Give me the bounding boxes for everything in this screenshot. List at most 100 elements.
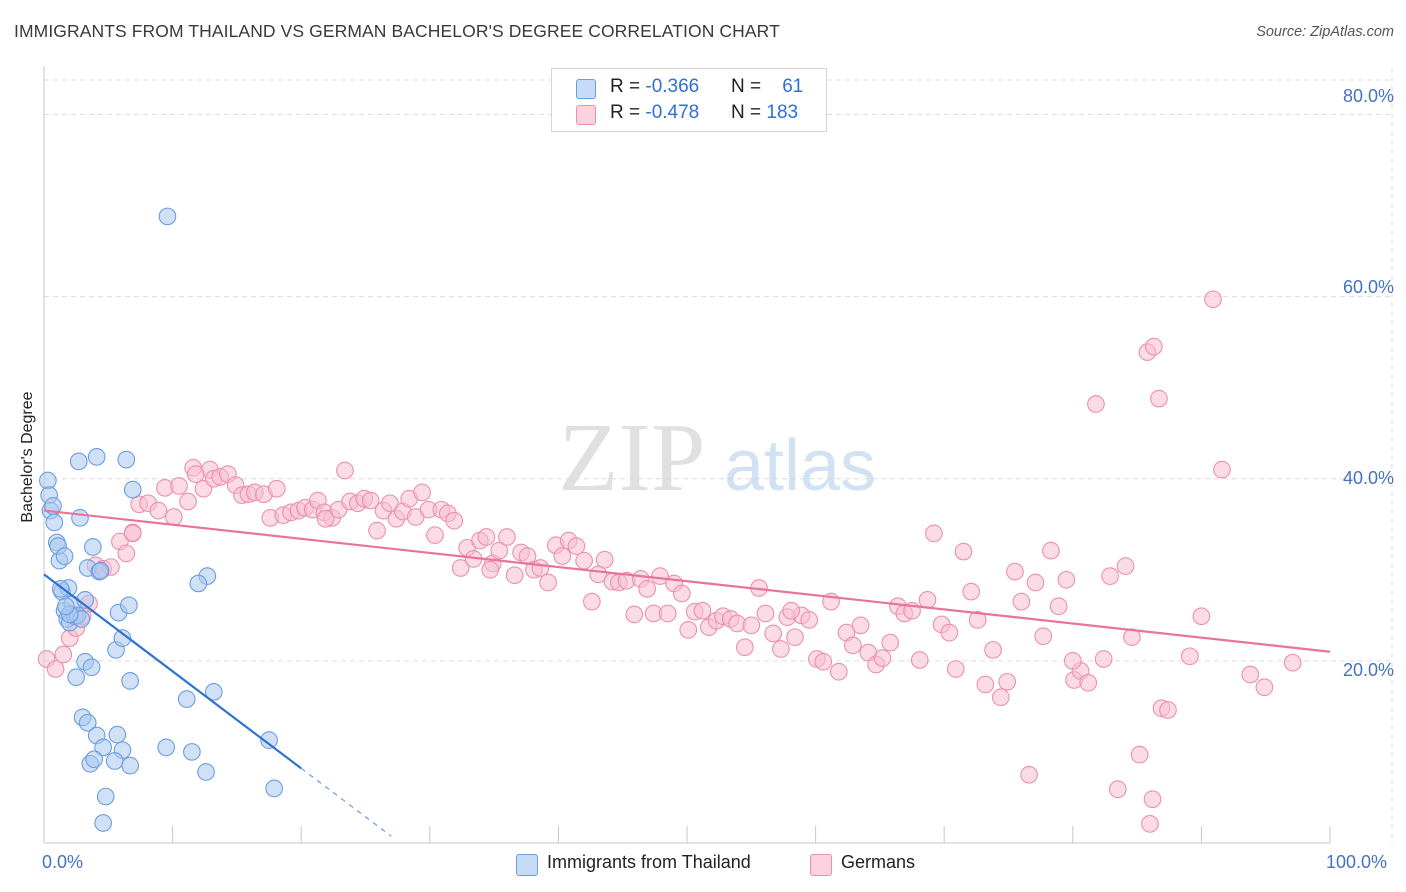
point-germans [1141, 815, 1159, 833]
point-germans [426, 526, 444, 545]
point-germans [336, 461, 354, 480]
point-germans [582, 592, 601, 611]
point-germans [1101, 567, 1119, 586]
legend-swatch-germans [576, 105, 596, 125]
point-germans [736, 638, 754, 657]
legend-r-value: -0.366 [645, 76, 700, 97]
legend-r-thailand: R = -0.366 [610, 76, 699, 98]
point-thailand [105, 752, 124, 770]
point-germans [1144, 337, 1163, 356]
point-thailand [57, 597, 75, 616]
point-germans [1057, 570, 1076, 589]
chart-title: IMMIGRANTS FROM THAILAND VS GERMAN BACHE… [14, 21, 780, 41]
point-germans [1012, 592, 1031, 611]
point-germans [946, 660, 965, 678]
point-germans [764, 624, 783, 643]
point-germans [361, 491, 380, 510]
legend-r-label: R = [610, 102, 646, 123]
x-tick-label: 0.0% [42, 852, 84, 872]
point-germans [179, 492, 197, 511]
point-germans [1116, 557, 1135, 575]
point-germans [954, 542, 973, 561]
x-tick-label: 100.0% [1326, 852, 1388, 872]
point-germans [742, 616, 761, 635]
point-germans [1192, 607, 1211, 626]
point-germans [381, 494, 399, 513]
point-germans [1150, 389, 1168, 408]
point-thailand [121, 672, 140, 690]
point-germans [539, 573, 557, 592]
legend-n-value: 183 [766, 102, 799, 123]
trendline-thailand-extension [300, 767, 392, 837]
point-thailand [91, 561, 110, 580]
point-germans [149, 501, 168, 520]
point-germans [962, 582, 981, 601]
point-germans [991, 688, 1010, 707]
point-thailand [265, 779, 284, 798]
point-germans [1130, 745, 1149, 764]
point-thailand [82, 658, 101, 677]
point-thailand [94, 738, 113, 757]
point-germans [772, 640, 790, 658]
point-germans [1087, 395, 1105, 413]
point-germans [531, 559, 550, 577]
point-germans [123, 524, 142, 543]
point-germans [940, 623, 959, 642]
point-thailand [45, 513, 64, 532]
point-thailand [157, 738, 176, 757]
point-germans [814, 652, 833, 671]
legend-r-germans: R = -0.478 [610, 102, 699, 124]
point-thailand [55, 547, 74, 565]
series-swatch-thailand [516, 854, 538, 876]
y-tick-label: 20.0% [1342, 660, 1394, 680]
point-germans [829, 662, 848, 681]
point-thailand [204, 682, 223, 701]
point-germans [170, 477, 188, 495]
point-germans [881, 633, 900, 652]
point-thailand [117, 450, 136, 469]
point-germans [413, 483, 431, 502]
point-germans [490, 541, 509, 560]
legend-n-label: N = [731, 76, 767, 97]
series-label-thailand: Immigrants from Thailand [547, 852, 751, 872]
grid-lines [44, 68, 1393, 843]
point-germans [638, 580, 656, 598]
y-tick-label: 60.0% [1342, 277, 1394, 297]
point-thailand [120, 596, 138, 615]
y-axis-label: Bachelor's Degree [19, 391, 36, 523]
point-germans [851, 616, 870, 635]
point-germans [1026, 573, 1045, 592]
point-thailand [260, 731, 278, 749]
point-germans [451, 559, 470, 577]
point-germans [1180, 647, 1199, 666]
point-germans [1034, 627, 1053, 646]
point-germans [1049, 597, 1068, 616]
point-germans [679, 621, 698, 639]
point-germans [316, 509, 335, 528]
point-germans [1006, 562, 1024, 581]
point-germans [673, 584, 691, 603]
point-thailand [96, 787, 115, 806]
point-germans [477, 528, 496, 546]
point-germans [693, 601, 712, 620]
point-thailand [113, 629, 132, 647]
point-germans [910, 651, 929, 669]
trend-lines [43, 509, 1331, 837]
point-thailand [71, 509, 89, 527]
point-thailand [177, 690, 196, 708]
point-germans [1094, 650, 1113, 668]
point-germans [595, 550, 614, 569]
series-label-germans: Germans [841, 852, 916, 872]
point-germans [984, 641, 1002, 659]
point-germans [800, 611, 819, 629]
point-germans [445, 511, 464, 530]
point-germans [1283, 653, 1302, 672]
point-germans [786, 628, 804, 647]
trendline-thailand [43, 573, 302, 770]
point-germans [1241, 665, 1260, 684]
point-thailand [158, 207, 177, 226]
y-tick-label: 80.0% [1342, 86, 1394, 106]
point-germans [1108, 780, 1127, 799]
point-germans [1020, 765, 1038, 784]
